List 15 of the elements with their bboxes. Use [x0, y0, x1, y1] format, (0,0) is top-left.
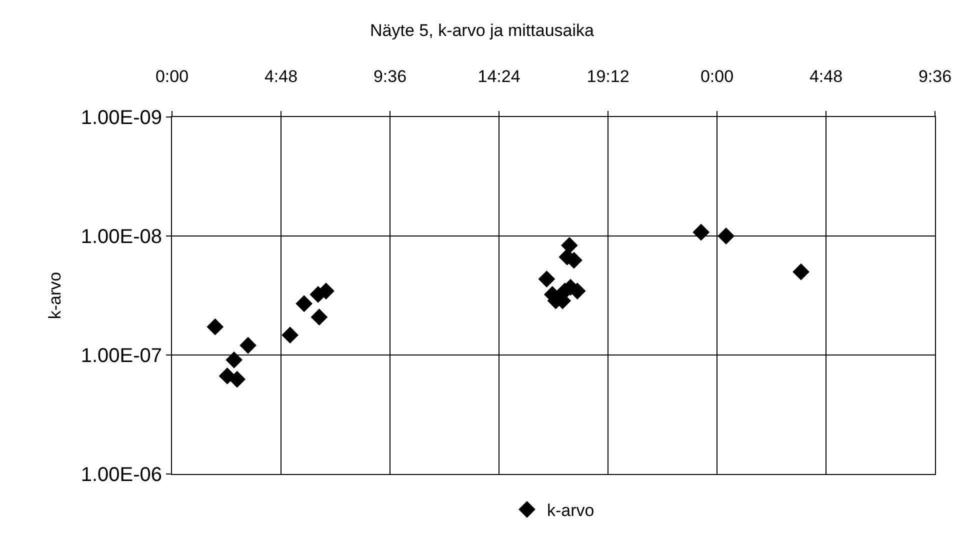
x-tick-label: 0:00 — [155, 67, 189, 86]
x-tick-label: 19:12 — [586, 67, 630, 86]
y-tick-label: 1.00E-09 — [80, 107, 162, 129]
y-tick-label: 1.00E-06 — [80, 464, 162, 486]
chart-title: Näyte 5, k-arvo ja mittausaika — [370, 21, 595, 40]
legend-label: k-arvo — [547, 501, 594, 520]
x-tick-label: 4:48 — [809, 67, 843, 86]
x-tick-label: 4:48 — [264, 67, 298, 86]
y-tick-label: 1.00E-07 — [80, 345, 162, 367]
x-tick-label: 9:36 — [373, 67, 407, 86]
y-axis-title: k-arvo — [45, 272, 64, 320]
y-tick-label: 1.00E-08 — [80, 226, 162, 248]
x-tick-label: 14:24 — [478, 67, 520, 86]
x-tick-label: 9:36 — [918, 67, 952, 86]
x-tick-label: 0:00 — [700, 67, 734, 86]
